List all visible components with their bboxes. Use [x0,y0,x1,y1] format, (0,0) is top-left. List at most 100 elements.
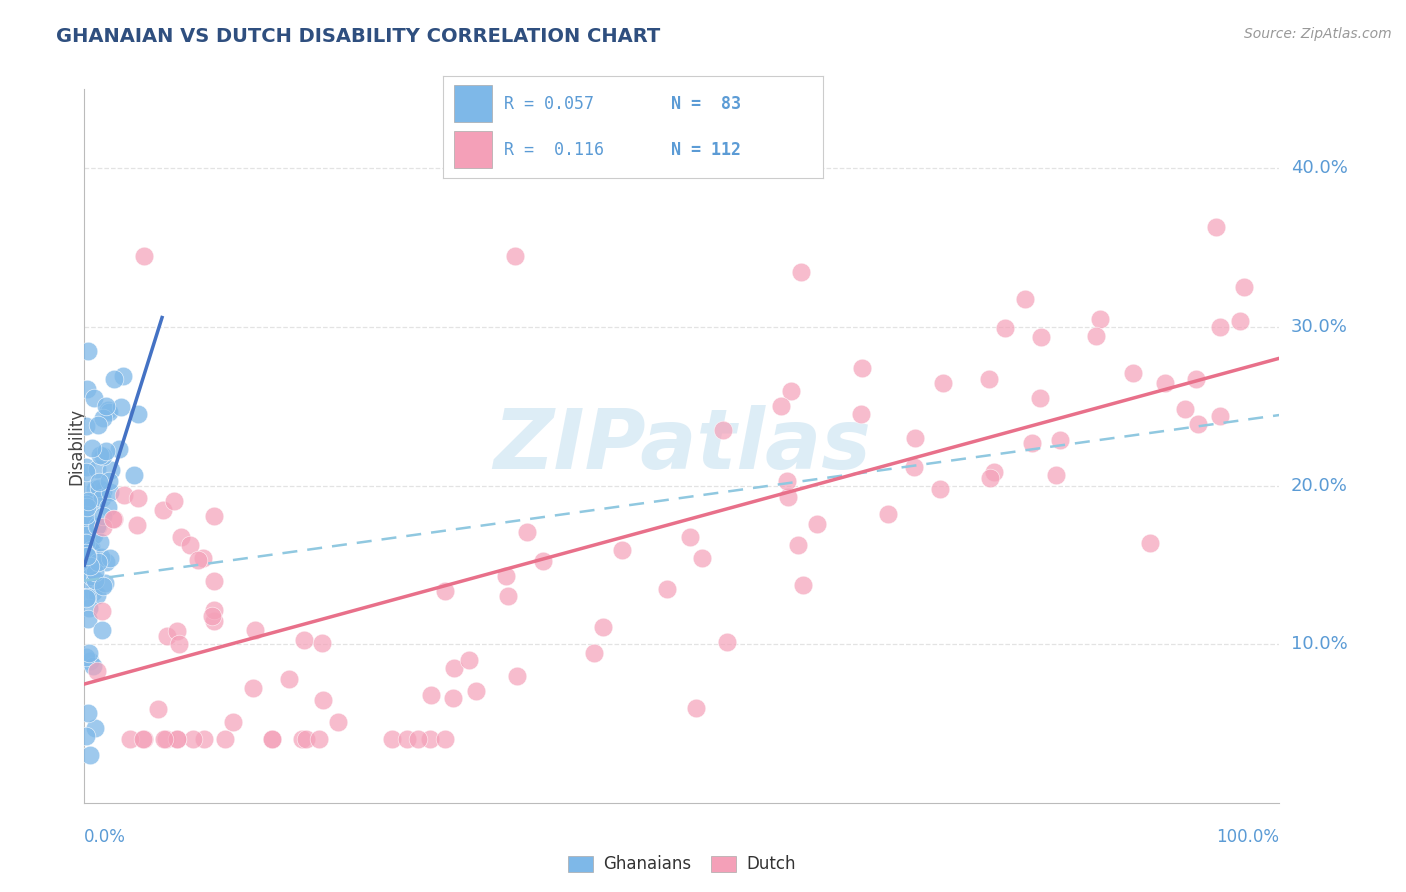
Point [101,512,124,526]
Point [76,500,98,514]
Point [87,417,110,432]
Point [311,636,333,650]
Point [779,384,801,398]
Point [1153,376,1175,390]
Point [89,534,111,549]
Point [516,525,538,540]
Point [1185,371,1208,385]
Point [495,569,517,583]
Point [86,519,108,533]
Point [103,511,125,525]
Point [75,554,97,568]
Point [77,601,100,615]
Point [592,620,614,634]
Point [77,343,100,358]
Point [433,584,456,599]
Point [91,491,114,506]
Point [1085,328,1108,343]
Point [292,633,315,648]
Point [94,400,117,414]
Point [75,539,97,553]
Point [132,732,155,747]
Point [82,585,104,599]
Point [1229,314,1251,328]
Point [406,732,429,747]
Point [77,549,100,563]
Point [86,517,108,532]
Point [76,706,98,720]
Point [214,732,236,747]
Point [1021,435,1043,450]
Point [678,530,700,544]
Point [167,637,190,651]
Point [84,722,107,736]
Point [86,665,108,679]
Point [79,748,101,763]
Point [75,546,97,560]
Point [262,732,284,747]
Y-axis label: Disability: Disability [67,408,84,484]
Point [94,555,117,569]
Point [191,551,214,566]
Point [91,509,114,524]
Point [80,569,103,583]
Text: 40.0%: 40.0% [1291,160,1347,178]
Point [994,320,1017,334]
Point [308,732,330,747]
Point [79,558,101,573]
Point [76,382,98,396]
Point [166,624,188,638]
Point [1049,433,1071,447]
Point [127,407,149,421]
Point [127,491,149,505]
Point [155,732,177,747]
Point [108,442,131,456]
Text: 20.0%: 20.0% [1291,476,1347,495]
Point [790,264,813,278]
Point [419,732,441,747]
Point [75,591,97,606]
Point [79,541,101,555]
Point [75,572,97,586]
Point [506,669,529,683]
Point [89,475,111,490]
Point [83,573,105,587]
Text: N = 112: N = 112 [671,141,741,159]
Point [657,582,679,596]
Point [776,490,799,504]
Point [202,508,225,523]
Point [91,578,114,592]
Point [98,405,121,419]
Point [610,543,633,558]
Point [97,403,120,417]
Point [928,482,950,496]
Point [125,518,148,533]
Point [1174,401,1197,416]
Point [94,575,117,590]
Point [1209,320,1232,334]
Point [75,536,97,550]
Point [395,732,418,747]
Point [183,732,205,747]
Point [90,604,112,618]
Point [932,376,955,390]
Point [83,565,105,579]
Point [80,543,103,558]
Text: 0.0%: 0.0% [84,828,127,846]
Point [1122,367,1144,381]
Point [75,459,97,474]
Text: 10.0%: 10.0% [1291,635,1347,653]
Point [77,542,100,557]
Point [112,368,135,383]
Point [977,372,1000,386]
Point [262,732,284,747]
Point [1187,417,1209,431]
Point [112,487,135,501]
Point [103,372,125,386]
Point [903,460,925,475]
Point [146,702,169,716]
Point [983,465,1005,479]
Point [82,529,104,543]
Point [186,553,208,567]
Point [122,467,145,482]
